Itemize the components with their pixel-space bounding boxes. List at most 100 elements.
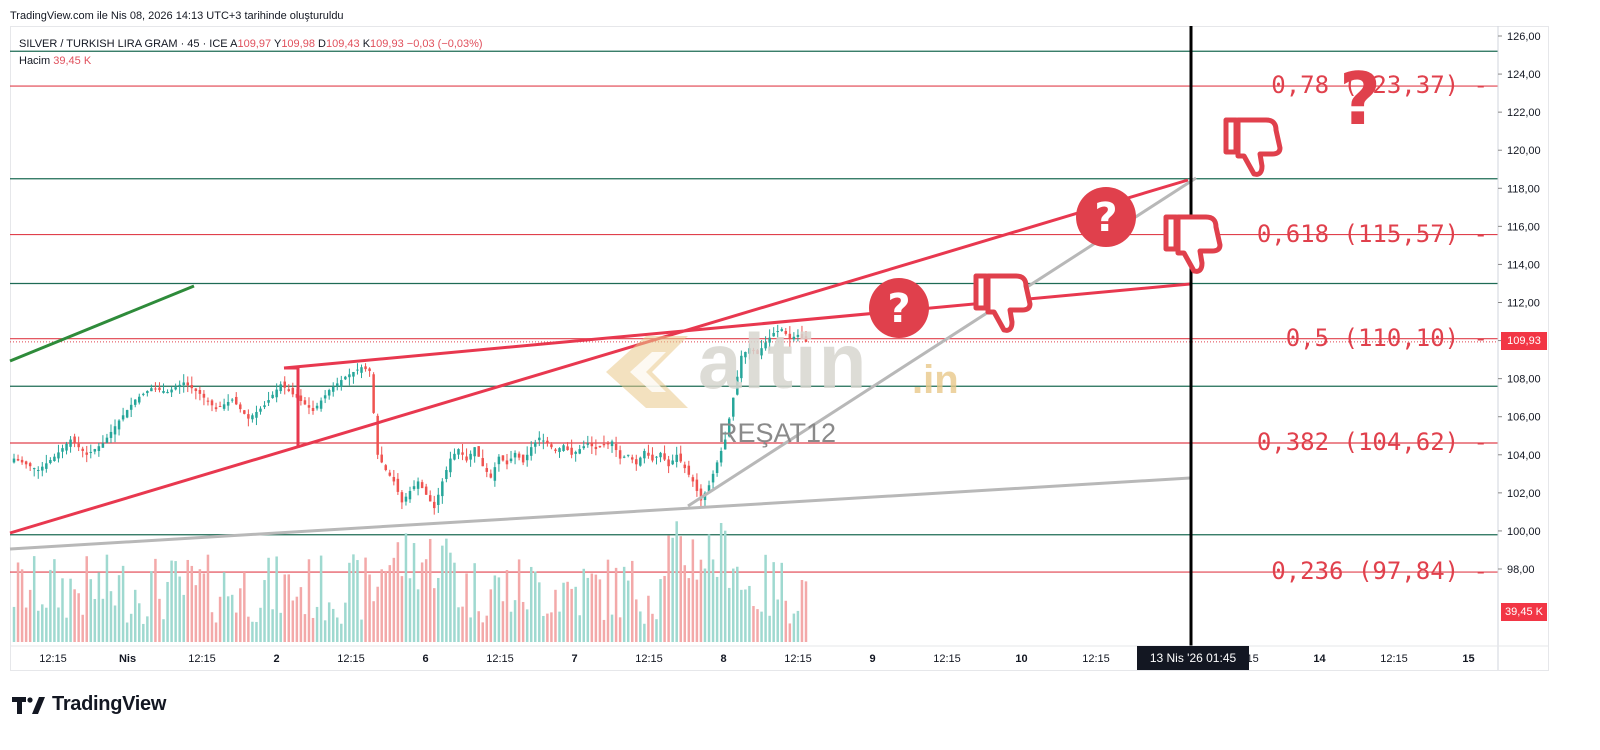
candle-body bbox=[582, 446, 586, 449]
volume-bar bbox=[295, 596, 299, 642]
candle-body bbox=[772, 332, 775, 337]
candle-body bbox=[404, 496, 408, 502]
volume-bar bbox=[198, 569, 202, 642]
volume-bar bbox=[222, 572, 226, 642]
volume-bar bbox=[178, 576, 181, 642]
volume-bar bbox=[748, 585, 751, 642]
volume-bar bbox=[259, 607, 262, 642]
question-mark-icon: ? bbox=[1076, 187, 1136, 247]
candle-body bbox=[469, 453, 472, 460]
candle-body bbox=[517, 453, 521, 458]
candle-body bbox=[691, 477, 695, 482]
legend-ohlc: SILVER / TURKISH LIRA GRAM · 45 · ICE A1… bbox=[19, 38, 483, 50]
volume-bar bbox=[675, 521, 678, 642]
volume-bar bbox=[243, 572, 246, 642]
candle-body bbox=[570, 447, 573, 455]
question-mark-glyph: ? bbox=[1339, 57, 1381, 141]
volume-bar bbox=[635, 599, 638, 642]
candle-body bbox=[239, 404, 242, 410]
candle-body bbox=[804, 336, 808, 342]
candle-body bbox=[663, 453, 666, 460]
candle-body bbox=[49, 460, 52, 464]
candle-body bbox=[562, 445, 565, 451]
candle-body bbox=[610, 441, 614, 447]
price-tick-label: 126,00 bbox=[1507, 31, 1541, 43]
candle-body bbox=[441, 481, 444, 497]
volume-bar bbox=[41, 604, 44, 642]
time-tick-label: 6 bbox=[422, 653, 428, 665]
candle-body bbox=[635, 459, 638, 465]
legend-high-value: 109,98 bbox=[281, 38, 315, 50]
candle-body bbox=[218, 406, 222, 408]
volume-bar bbox=[719, 522, 723, 642]
volume-bar bbox=[420, 562, 424, 642]
candle-body bbox=[158, 387, 161, 391]
volume-bar bbox=[239, 588, 242, 642]
volume-bar bbox=[647, 595, 650, 642]
volume-bar bbox=[396, 542, 400, 642]
candle-body bbox=[529, 447, 533, 456]
volume-bar bbox=[756, 609, 759, 642]
candle-body bbox=[420, 482, 424, 489]
volume-bar bbox=[800, 580, 804, 642]
volume-badge: 39,45 K bbox=[1501, 603, 1547, 621]
candle-body bbox=[142, 393, 145, 395]
candle-body bbox=[586, 443, 590, 445]
candle-body bbox=[150, 388, 153, 392]
legend-volume-value: 39,45 K bbox=[53, 55, 92, 67]
candle-body bbox=[331, 386, 335, 392]
time-tick-label: 7 bbox=[571, 653, 577, 665]
volume-bar bbox=[186, 559, 190, 642]
legend-high-label: Y bbox=[273, 38, 282, 50]
legend-open-label: A bbox=[230, 38, 238, 50]
candle-body bbox=[388, 472, 392, 476]
candle-body bbox=[344, 376, 347, 380]
candle-body bbox=[129, 404, 133, 410]
volume-bar bbox=[578, 615, 581, 642]
candle-body bbox=[461, 452, 464, 455]
fib-level-label: 0,78 (123,37) - bbox=[1271, 71, 1488, 100]
volume-bar bbox=[546, 613, 549, 642]
price-tick-label: 102,00 bbox=[1507, 488, 1541, 500]
volume-bar bbox=[356, 560, 359, 642]
tradingview-logo[interactable]: TradingView bbox=[12, 693, 166, 716]
volume-bar bbox=[291, 600, 295, 642]
candle-body bbox=[699, 488, 703, 501]
volume-bar bbox=[727, 587, 731, 642]
volume-bar bbox=[695, 579, 699, 642]
volume-bar bbox=[732, 568, 735, 642]
volume-bar bbox=[340, 623, 343, 642]
thumbs-down-hand bbox=[1235, 117, 1283, 177]
volume-bar bbox=[550, 612, 553, 642]
volume-bar bbox=[679, 536, 682, 642]
volume-bar bbox=[630, 560, 634, 642]
candle-body bbox=[315, 405, 319, 409]
candle-body bbox=[707, 485, 711, 492]
volume-bar bbox=[606, 559, 610, 642]
tradingview-logo-icon bbox=[12, 696, 45, 714]
green-trend-line bbox=[9, 284, 195, 363]
candle-body bbox=[125, 410, 129, 418]
volume-bar bbox=[404, 533, 408, 642]
candle-body bbox=[45, 463, 48, 469]
candle-body bbox=[307, 405, 311, 408]
volume-bar bbox=[327, 602, 331, 642]
candle-body bbox=[740, 355, 743, 379]
candle-body bbox=[226, 401, 230, 406]
time-tick-label: 8 bbox=[720, 653, 726, 665]
price-tick-label: 108,00 bbox=[1507, 374, 1541, 386]
volume-bar bbox=[275, 556, 278, 642]
candle-body bbox=[101, 443, 105, 448]
candle-body bbox=[271, 394, 274, 399]
thumbs-down-cuff bbox=[1223, 117, 1239, 155]
volume-bar bbox=[441, 545, 444, 642]
volume-bar bbox=[723, 530, 727, 642]
volume-bar bbox=[105, 554, 109, 642]
chart-frame[interactable] bbox=[10, 26, 1549, 671]
volume-bar bbox=[744, 589, 747, 642]
price-tick-label: 98,00 bbox=[1507, 564, 1535, 576]
volume-bar bbox=[101, 598, 105, 642]
candle-body bbox=[489, 473, 493, 478]
candle-body bbox=[28, 463, 32, 467]
